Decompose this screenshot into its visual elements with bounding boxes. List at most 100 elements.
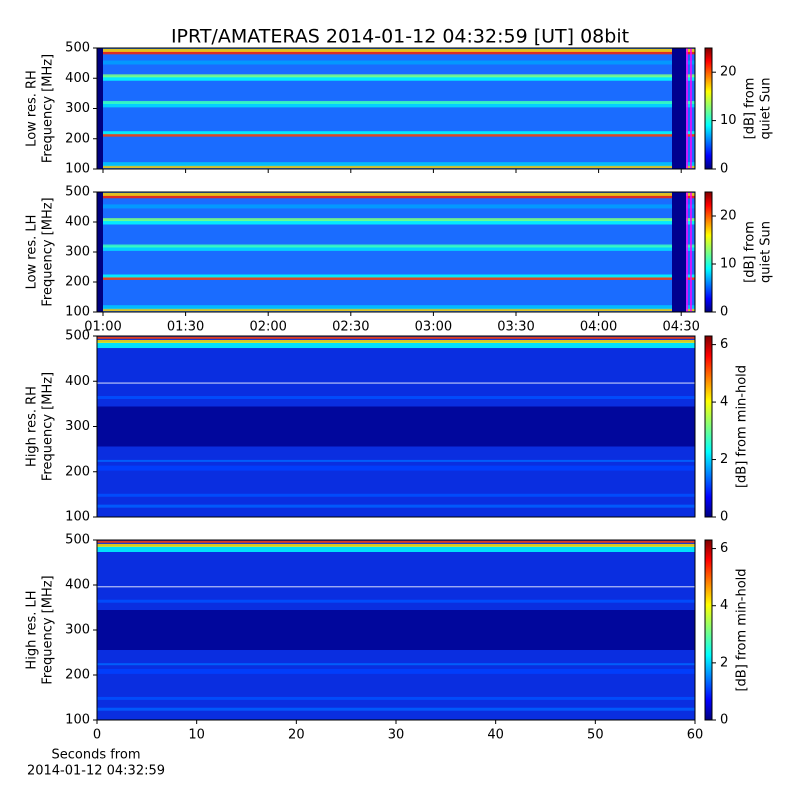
x-tick-label: 01:00 [84, 320, 121, 335]
x-tick-label: 0 [93, 728, 101, 743]
spectrogram-band [97, 540, 695, 543]
colorbar-tick-label: 0 [720, 510, 728, 525]
y-axis-label: High res. RH [25, 386, 40, 467]
x-tick-label: 04:30 [662, 320, 699, 335]
colorbar-tick-label: 4 [720, 395, 728, 410]
spectrogram-band [97, 336, 695, 339]
x-tick-label: 03:30 [497, 320, 534, 335]
spectrogram-band [97, 131, 695, 135]
spectrogram-band [97, 60, 695, 65]
spectrogram-band [97, 465, 695, 471]
spectrogram-band [97, 308, 695, 312]
spectrogram-band [97, 342, 695, 349]
spectrogram-band [97, 133, 695, 137]
colorbar [704, 335, 713, 518]
colorbar-label: [dB] from min-hold [735, 365, 750, 488]
colorbar [704, 47, 713, 170]
spectrogram-band [97, 274, 695, 278]
colorbar-label: [dB] from [743, 78, 758, 140]
y-axis-label: Frequency [MHz] [41, 372, 56, 481]
spectrogram-band [97, 339, 695, 343]
spectrogram-band [97, 245, 695, 251]
y-tick-label: 300 [65, 419, 90, 434]
colorbar-tick-label: 4 [720, 598, 728, 613]
x-tick-label: 02:00 [249, 320, 286, 335]
spectrogram-band [97, 546, 695, 552]
spectrogram-band [97, 75, 695, 81]
colorbar-tick-label: 0 [720, 305, 728, 320]
panel [96, 335, 696, 518]
spectrogram-band [97, 610, 695, 650]
colorbar [704, 191, 713, 313]
y-axis-label: High res. LH [25, 590, 40, 669]
spectrogram-band [97, 668, 695, 674]
spectrogram-band [97, 192, 695, 196]
colorbar-label: quiet Sun [759, 77, 774, 139]
x-tick-label: 01:30 [167, 320, 204, 335]
spectrogram-band [97, 459, 695, 462]
x-tick-label: 30 [388, 728, 405, 743]
spectrogram-band [97, 51, 695, 55]
spectrogram-band [97, 586, 695, 588]
spectrogram-band [97, 707, 695, 711]
colorbar-label: [dB] from min-hold [735, 568, 750, 691]
y-tick-label: 200 [65, 131, 90, 146]
spectrogram-band [97, 100, 695, 104]
x-tick-label: 40 [487, 728, 504, 743]
colorbar-tick-label: 6 [720, 541, 728, 556]
y-tick-label: 400 [65, 215, 90, 230]
y-axis-label: Frequency [MHz] [41, 54, 56, 163]
colorbar-tick-label: 2 [720, 452, 728, 467]
spectrogram-band [97, 305, 695, 310]
spectrogram-bg [97, 48, 695, 169]
y-tick-label: 100 [65, 713, 90, 728]
y-tick-label: 500 [65, 533, 90, 548]
spectrogram-band [97, 48, 695, 52]
chart-title: IPRT/AMATERAS 2014-01-12 04:32:59 [UT] 0… [171, 26, 629, 48]
x-tick-label: 04:00 [580, 320, 617, 335]
colorbar-tick-label: 10 [720, 113, 737, 128]
x-tick-label: 20 [288, 728, 305, 743]
spectrogram-band [97, 218, 695, 222]
colorbar-tick-label: 20 [720, 65, 737, 80]
y-tick-label: 400 [65, 578, 90, 593]
y-tick-label: 300 [65, 623, 90, 638]
spectrogram-band [97, 504, 695, 508]
y-tick-label: 200 [65, 464, 90, 479]
y-tick-label: 500 [65, 185, 90, 200]
spectrogram-band [97, 543, 695, 547]
x-tick-label: 03:00 [415, 320, 452, 335]
y-tick-label: 200 [65, 275, 90, 290]
y-tick-label: 200 [65, 668, 90, 683]
spectrogram-band [97, 382, 695, 384]
spectrogram-band [97, 276, 695, 280]
y-tick-label: 500 [65, 41, 90, 56]
y-tick-label: 400 [65, 71, 90, 86]
y-tick-label: 300 [65, 245, 90, 260]
x-tick-label: 60 [687, 728, 704, 743]
x-tick-label: 10 [188, 728, 205, 743]
y-tick-label: 500 [65, 329, 90, 344]
y-tick-label: 100 [65, 510, 90, 525]
spectrogram-band [97, 599, 695, 603]
spectrogram-band [97, 663, 695, 666]
y-tick-label: 100 [65, 162, 90, 177]
y-tick-label: 300 [65, 101, 90, 116]
spectrogram-bg [97, 192, 695, 312]
spectrogram-band [97, 162, 695, 167]
y-axis-label: Low res. LH [25, 215, 40, 290]
spectrogram-band [97, 493, 695, 497]
panel [96, 539, 696, 721]
colorbar-label: [dB] from [743, 221, 758, 283]
spectrogram-edge [97, 192, 103, 312]
colorbar-tick-label: 10 [720, 257, 737, 272]
spectrogram-band [97, 102, 695, 108]
spectrogram-band [97, 219, 695, 225]
spectrogram-band [97, 244, 695, 248]
colorbar-label: quiet Sun [759, 221, 774, 283]
spectrogram-band [97, 396, 695, 400]
x-axis-label: 2014-01-12 04:32:59 [27, 764, 165, 779]
colorbar [704, 539, 713, 721]
y-axis-label: Low res. RH [25, 70, 40, 147]
y-tick-label: 100 [65, 305, 90, 320]
